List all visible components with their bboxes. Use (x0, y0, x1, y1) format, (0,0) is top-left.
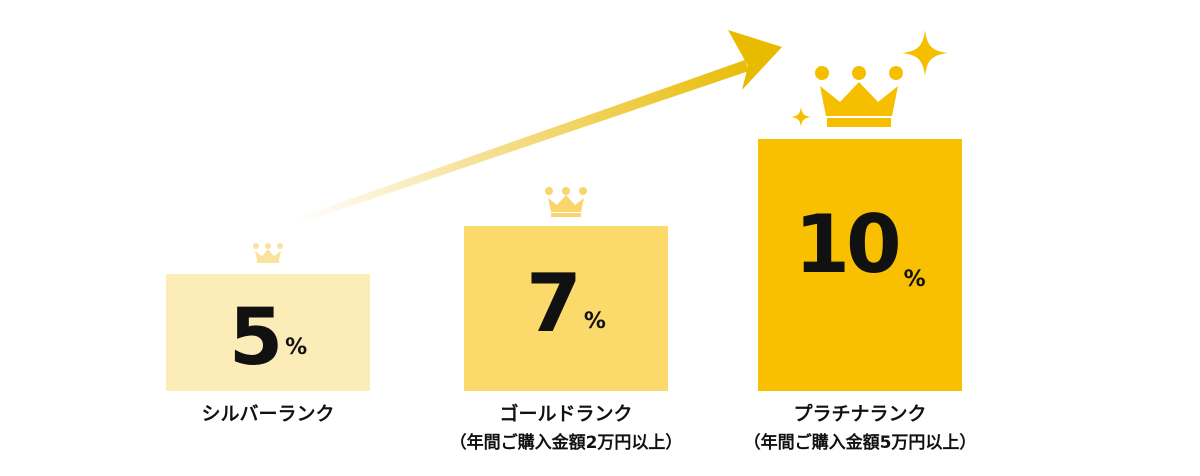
silver-rank-label: シルバーランク (118, 402, 418, 428)
gold-rank-condition: （年間ご購入金額2万円以上） (449, 432, 683, 453)
sparkle-icon (791, 107, 811, 127)
silver-crown-shape (253, 243, 283, 263)
silver-rank-name: シルバーランク (201, 403, 335, 425)
gold-rate-number: 7 (526, 256, 582, 350)
gold-rank-name: ゴールドランク (499, 403, 633, 425)
platinum-rank-name: プラチナランク (793, 403, 927, 425)
gold-crown-shape (545, 187, 587, 217)
sparkle-icon (902, 30, 948, 76)
silver-rate-unit: % (285, 335, 308, 360)
silver-rate-number: 5 (228, 292, 283, 383)
gold-rate-unit: % (583, 309, 606, 334)
platinum-rate-number: 10 (794, 198, 901, 291)
crown-icon (253, 243, 283, 263)
platinum-rate-unit: % (903, 267, 926, 292)
platinum-rank-box: 10 % (758, 139, 962, 391)
platinum-rank-condition: （年間ご購入金額5万円以上） (743, 432, 977, 453)
silver-rank-box: 5 % (166, 274, 370, 391)
gold-rank-box: 7 % (464, 226, 668, 391)
platinum-crown-shape (815, 66, 903, 127)
crown-icon (815, 66, 903, 127)
crown-icon (545, 187, 587, 217)
gold-rank-label: ゴールドランク （年間ご購入金額2万円以上） (416, 402, 716, 455)
platinum-rank-label: プラチナランク （年間ご購入金額5万円以上） (710, 402, 1010, 455)
